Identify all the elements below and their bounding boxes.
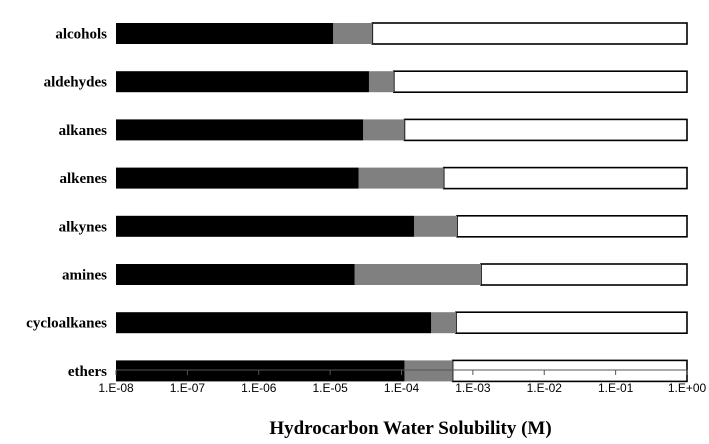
x-tick-label: 1.E-04	[384, 381, 420, 395]
bar-segment-white-alkanes	[403, 118, 688, 142]
category-label-aldehydes: aldehydes	[44, 75, 108, 91]
bar-segment-gray-alkynes	[414, 215, 458, 237]
x-tick-label: 1.E-07	[170, 381, 206, 395]
bar-segment-white-ethers	[451, 359, 688, 383]
bars-layer	[116, 22, 688, 383]
bar-segment-black-ethers	[116, 360, 405, 382]
x-tick-label: 1.E-02	[527, 381, 563, 395]
bar-segment-gray-cycloalkanes	[431, 312, 456, 334]
x-axis-title: Hydrocarbon Water Solubility (M)	[269, 418, 551, 439]
bar-segment-gray-ethers	[404, 360, 453, 382]
x-tick-label: 1.E-03	[455, 381, 491, 395]
category-label-alkanes: alkanes	[59, 123, 108, 139]
x-tick-label: 1.E-05	[312, 381, 348, 395]
bar-segment-gray-alkanes	[363, 119, 405, 141]
bar-segment-white-aldehydes	[392, 70, 688, 93]
category-label-alkynes: alkynes	[59, 219, 108, 235]
category-label-cycloalkanes: cycloalkanes	[26, 316, 107, 332]
bar-segment-white-alkynes	[456, 215, 688, 238]
x-tick-label: 1.E-06	[241, 381, 277, 395]
bar-segment-gray-amines	[354, 264, 482, 285]
bar-segment-black-alcohols	[116, 23, 334, 44]
bar-segment-gray-alcohols	[333, 23, 373, 44]
bar-segment-black-alkanes	[116, 119, 364, 141]
category-label-alkenes: alkenes	[59, 171, 107, 187]
bar-segment-black-cycloalkanes	[116, 312, 432, 334]
x-tick-label: 1.E+00	[668, 381, 707, 395]
x-tick-label: 1.E-01	[598, 381, 634, 395]
category-labels: alcohols aldehydes alkanes alkenes alkynes am…	[26, 27, 107, 380]
bar-segment-black-aldehydes	[116, 71, 369, 93]
category-label-ethers: ethers	[68, 364, 107, 380]
bar-segment-white-cycloalkanes	[455, 311, 688, 335]
category-label-amines: amines	[62, 268, 107, 284]
x-tick-label: 1.E-08	[98, 381, 134, 395]
x-axis-ticks: 1.E-08 1.E-07 1.E-06 1.E-05 1.E-04 1.E-03 1.E-…	[98, 370, 707, 395]
bar-segment-white-amines	[480, 263, 688, 286]
bar-segment-white-alcohols	[371, 22, 688, 45]
bar-segment-black-amines	[116, 264, 355, 285]
bar-segment-white-alkenes	[442, 166, 688, 190]
bar-segment-gray-aldehydes	[368, 71, 394, 93]
bar-segment-black-alkenes	[116, 167, 359, 189]
bar-segment-black-alkynes	[116, 215, 415, 237]
category-label-alcohols: alcohols	[55, 27, 107, 43]
bar-segment-gray-alkenes	[358, 167, 444, 189]
